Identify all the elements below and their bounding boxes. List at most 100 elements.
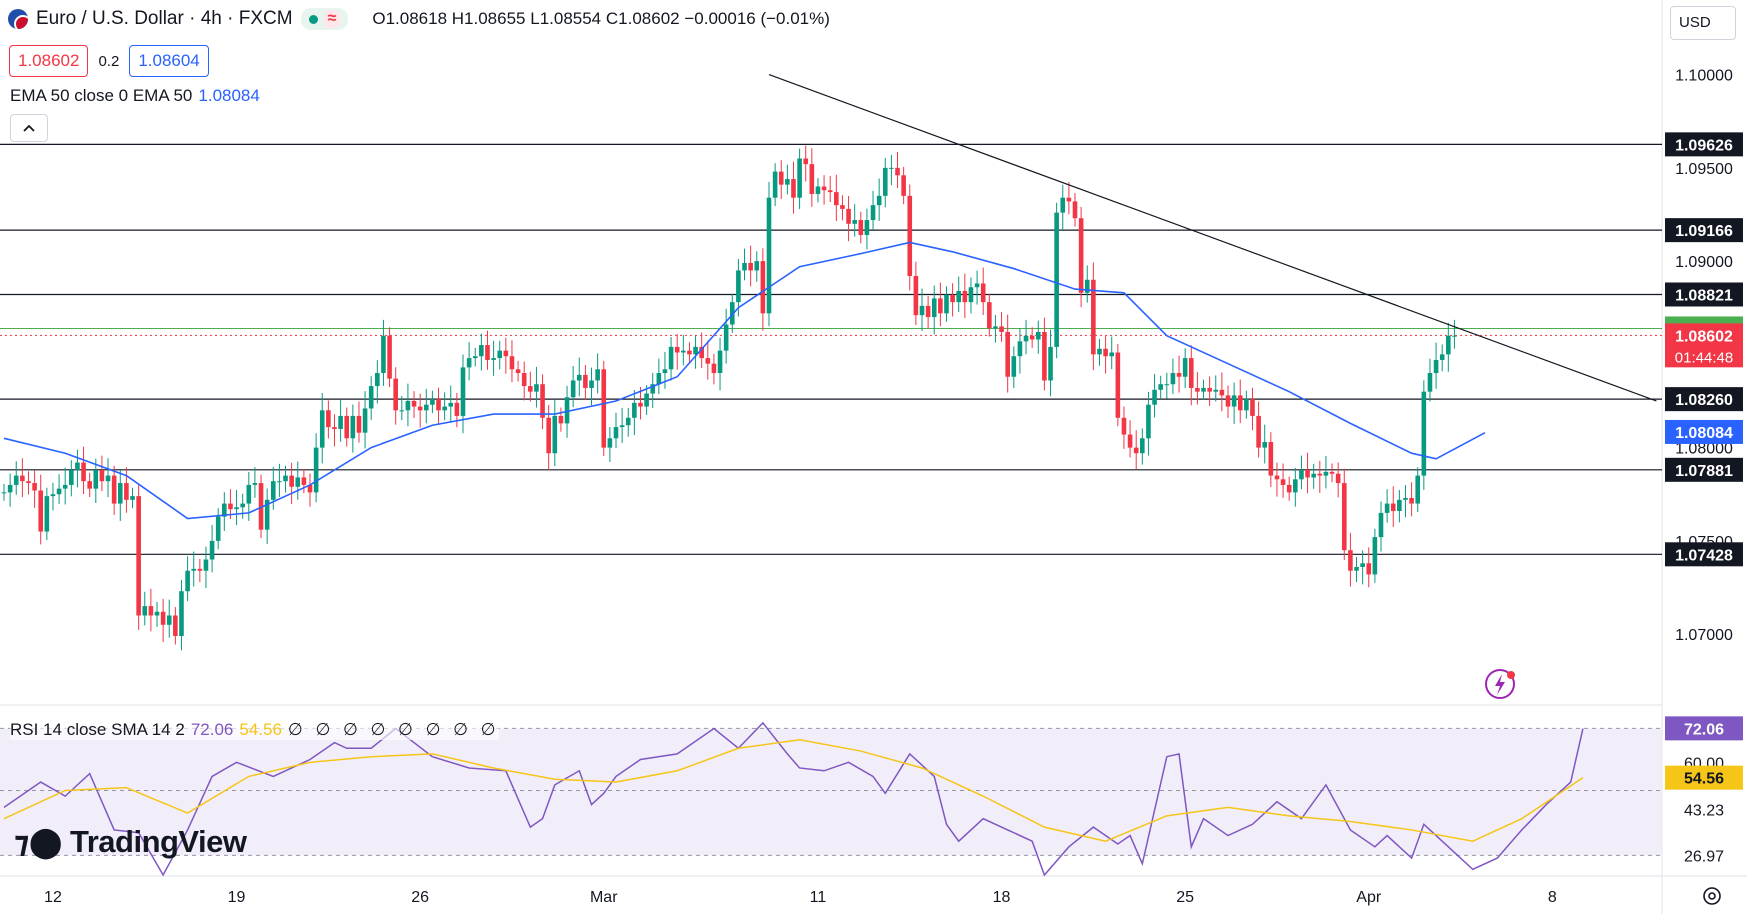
candle-body — [1164, 384, 1170, 386]
candle-body — [38, 490, 44, 532]
price-axis[interactable]: 1.100001.095001.090001.085001.080001.075… — [1665, 68, 1743, 866]
candle-body — [583, 374, 588, 388]
candle-body — [1084, 279, 1090, 293]
candle-body — [136, 496, 141, 616]
candle-body — [931, 298, 937, 318]
candle-body — [69, 470, 74, 485]
candle-body — [638, 402, 643, 407]
rsi-tick-label: 26.97 — [1684, 848, 1724, 865]
candle-body — [1060, 197, 1066, 213]
candle-body — [1433, 359, 1439, 374]
candle-body — [1341, 483, 1347, 551]
candle-body — [185, 570, 190, 592]
time-tick-label: Mar — [590, 889, 618, 906]
candle-body — [1133, 447, 1139, 454]
candle-body — [632, 402, 637, 418]
ema-50-line — [3, 241, 1486, 520]
sell-button[interactable]: 1.08602 — [9, 45, 89, 77]
rsi-legend-extra: ∅ ∅ ∅ ∅ ∅ ∅ ∅ ∅ — [287, 720, 500, 739]
ema-legend[interactable]: EMA 50 close 0 EMA 50 1.08084 — [10, 86, 260, 106]
candle-body — [834, 192, 839, 206]
collapse-legend-button[interactable] — [10, 114, 48, 142]
settings-gear-icon[interactable] — [1703, 887, 1721, 905]
market-status-pill[interactable]: ≈ — [300, 8, 349, 30]
candle-body — [540, 384, 545, 418]
tradingview-logo[interactable]: ⁊⬤ TradingView — [14, 824, 247, 860]
candle-body — [234, 507, 239, 510]
candle-body — [785, 179, 790, 185]
candle-body — [466, 358, 472, 368]
candle-body — [166, 615, 172, 625]
candle-body — [1011, 356, 1017, 377]
candle-body — [968, 287, 974, 303]
candle-body — [124, 483, 129, 500]
candle-body — [270, 481, 276, 500]
candle-body — [1421, 391, 1427, 476]
candle-body — [870, 205, 876, 221]
level-price-label: 1.07428 — [1675, 547, 1733, 564]
level-price-label: 1.07881 — [1675, 463, 1733, 480]
candle-body — [209, 540, 215, 560]
rsi-legend[interactable]: RSI 14 close SMA 14 2 72.06 54.56 ∅ ∅ ∅ ∅ ∅… — [10, 720, 500, 740]
rsi-value-label: 72.06 — [1684, 721, 1724, 738]
candle-body — [1176, 373, 1182, 377]
candle-body — [338, 415, 343, 429]
candle-body — [993, 326, 998, 329]
candle-body — [1219, 389, 1225, 396]
level-price-tag — [1665, 457, 1743, 482]
ohlc-high: H1.08655 — [451, 9, 526, 28]
ema-legend-label: EMA 50 close 0 EMA 50 — [10, 86, 193, 105]
candle-body — [1103, 348, 1108, 357]
price-tick-label: 1.07000 — [1675, 627, 1733, 644]
rsi-tick-label: 43.23 — [1684, 803, 1724, 820]
ema-legend-value: 1.08084 — [198, 86, 260, 105]
candle-body — [570, 380, 576, 398]
candle-body — [423, 404, 429, 411]
candle-body — [87, 481, 92, 489]
candle-body — [1207, 387, 1212, 392]
market-open-dot-icon — [308, 14, 318, 24]
candle-body — [613, 427, 619, 439]
time-tick-label: Apr — [1356, 889, 1382, 906]
symbol-title[interactable]: Euro / U.S. Dollar · 4h · FXCM — [36, 8, 293, 29]
candle-body — [503, 350, 509, 357]
buy-button[interactable]: 1.08604 — [129, 45, 209, 77]
candle-body — [277, 481, 282, 483]
candle-body — [1366, 563, 1372, 575]
candle-body — [999, 326, 1004, 332]
level-price-tag — [1665, 282, 1743, 307]
candle-body — [729, 302, 735, 325]
chevron-up-icon — [23, 124, 35, 132]
lightning-alert-icon[interactable] — [1485, 669, 1515, 699]
level-price-tag — [1665, 387, 1743, 412]
candle-body — [1121, 417, 1127, 435]
candle-body — [1152, 389, 1157, 405]
candle-body — [246, 484, 252, 504]
candle-body — [797, 158, 802, 198]
wave-icon: ≈ — [323, 10, 341, 28]
rsi-value-tag — [1665, 716, 1743, 741]
countdown-label: 01:44:48 — [1675, 349, 1733, 366]
candle-body — [32, 483, 37, 491]
candle-body — [26, 481, 31, 484]
candle-body — [332, 427, 337, 429]
candle-body — [191, 568, 197, 571]
candle-body — [454, 402, 460, 416]
candle-body — [515, 369, 521, 374]
candle-body — [448, 402, 454, 407]
candle-body — [778, 171, 784, 185]
candle-body — [1305, 470, 1310, 478]
currency-selector[interactable]: USD — [1670, 6, 1736, 40]
candle-body — [1335, 473, 1341, 484]
candle-body — [644, 393, 649, 407]
time-tick-label: 11 — [810, 889, 827, 906]
candle-body — [1127, 434, 1133, 448]
tv-mark-icon: ⁊⬤ — [14, 825, 62, 859]
time-axis[interactable]: 12 19 26 Mar 11 18 25 Apr 8 — [44, 887, 1721, 906]
candle-body — [356, 415, 362, 433]
candle-body — [889, 167, 894, 169]
candle-body — [1372, 537, 1378, 575]
candle-body — [1109, 352, 1115, 357]
candle-body — [350, 415, 356, 439]
